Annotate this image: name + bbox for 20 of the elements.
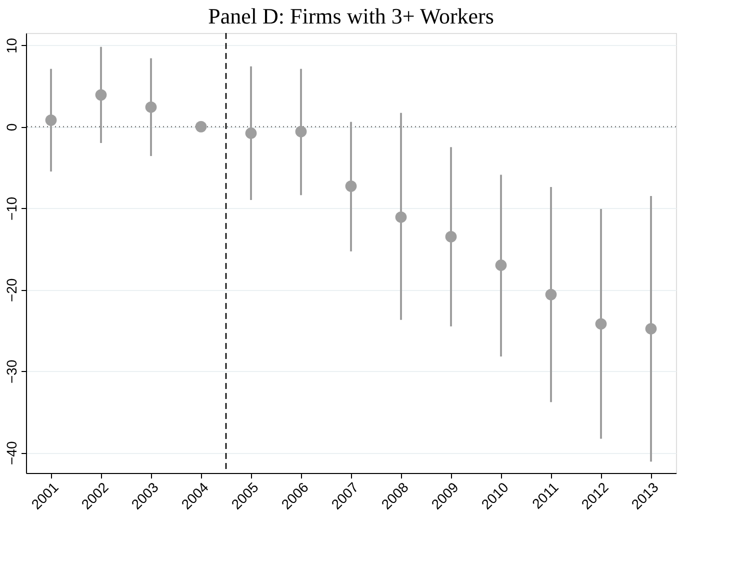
point: [245, 128, 257, 139]
point: [195, 121, 207, 132]
point: [445, 231, 457, 242]
point: [595, 318, 607, 330]
y-tick-label: −30: [4, 360, 20, 384]
point: [545, 288, 557, 300]
chart-title: Panel D: Firms with 3+ Workers: [208, 3, 494, 28]
point: [295, 126, 307, 138]
point: [645, 323, 657, 334]
y-tick-label: 10: [4, 38, 20, 54]
point: [345, 180, 357, 192]
point: [45, 114, 57, 126]
y-tick-label: −20: [4, 278, 20, 302]
y-tick-label: 0: [4, 123, 20, 132]
point: [95, 89, 107, 101]
point: [495, 260, 507, 271]
y-tick-label: −10: [4, 196, 20, 221]
point: [145, 101, 157, 113]
point: [395, 211, 407, 223]
y-tick-label: −40: [4, 441, 20, 466]
